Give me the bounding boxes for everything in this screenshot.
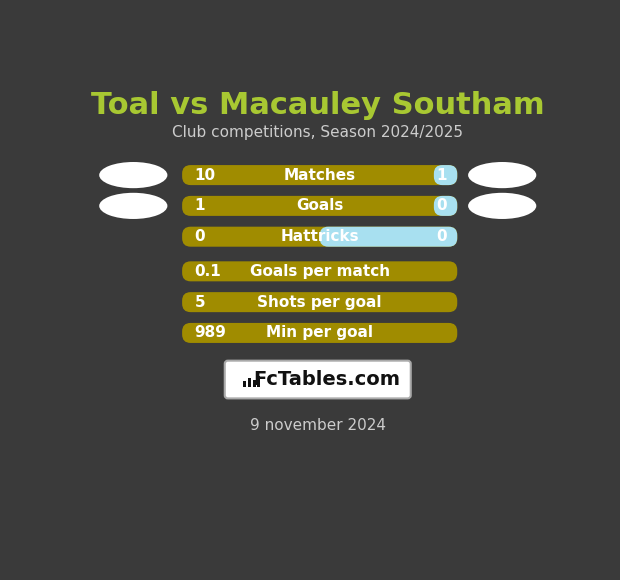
Text: 5: 5 [195,295,205,310]
FancyBboxPatch shape [182,165,458,185]
Text: 0: 0 [436,198,446,213]
Text: 0.1: 0.1 [195,264,221,279]
FancyBboxPatch shape [434,196,458,216]
FancyBboxPatch shape [434,165,458,185]
Text: Min per goal: Min per goal [266,325,373,340]
Text: 9 november 2024: 9 november 2024 [250,418,386,433]
FancyBboxPatch shape [182,323,458,343]
FancyBboxPatch shape [182,262,458,281]
Bar [257,376,260,387]
Text: 1: 1 [195,198,205,213]
Ellipse shape [468,193,536,219]
FancyBboxPatch shape [182,292,458,312]
FancyBboxPatch shape [320,227,458,246]
Text: Hattricks: Hattricks [280,229,359,244]
Text: 0: 0 [195,229,205,244]
Text: 1: 1 [436,168,446,183]
FancyBboxPatch shape [224,361,410,398]
Bar [248,378,251,387]
FancyBboxPatch shape [182,196,458,216]
Ellipse shape [99,193,167,219]
Text: 10: 10 [195,168,216,183]
Bar [253,379,255,387]
Text: Goals: Goals [296,198,343,213]
Text: Club competitions, Season 2024/2025: Club competitions, Season 2024/2025 [172,125,463,140]
Text: Toal vs Macauley Southam: Toal vs Macauley Southam [91,90,544,119]
Bar [243,381,246,387]
FancyBboxPatch shape [182,227,458,246]
Text: 989: 989 [195,325,226,340]
Text: 0: 0 [436,229,446,244]
Text: FcTables.com: FcTables.com [254,370,401,389]
Text: Matches: Matches [283,168,356,183]
Text: Goals per match: Goals per match [250,264,390,279]
Ellipse shape [99,162,167,188]
Text: Shots per goal: Shots per goal [257,295,382,310]
Ellipse shape [468,162,536,188]
